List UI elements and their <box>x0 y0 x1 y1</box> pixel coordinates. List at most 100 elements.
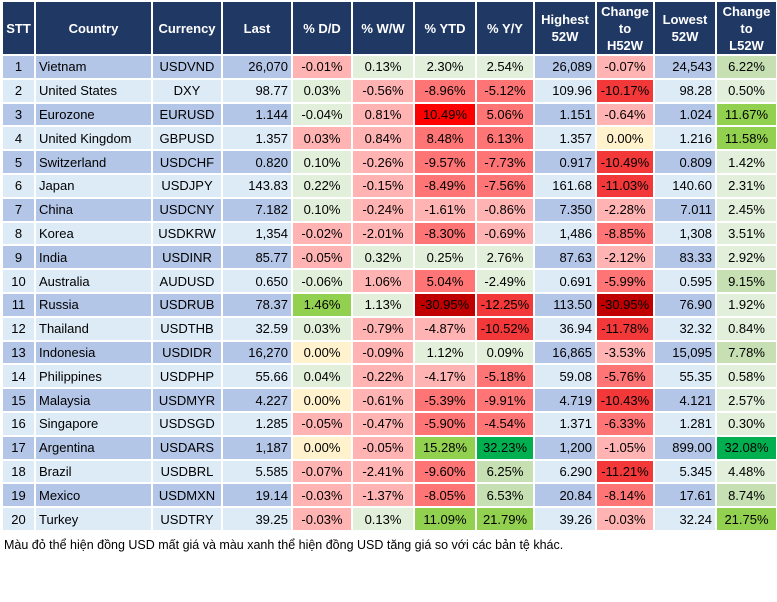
cell-yy: 6.13% <box>475 125 535 152</box>
header-stt: STT <box>1 0 36 56</box>
cell-yy: -7.56% <box>475 172 535 199</box>
cell-chl: 9.15% <box>715 268 777 294</box>
cell-chl: 21.75% <box>715 506 777 532</box>
cell-chl: 3.51% <box>715 220 777 247</box>
cell-stt: 2 <box>1 77 36 104</box>
cell-chl: 1.42% <box>715 149 777 175</box>
cell-high: 1.371 <box>533 410 597 437</box>
cell-currency: USDMYR <box>151 387 223 413</box>
cell-country: Vietnam <box>34 54 153 80</box>
cell-country: Eurozone <box>34 101 153 128</box>
cell-yy: -4.54% <box>475 410 535 437</box>
cell-low: 140.60 <box>653 172 717 199</box>
cell-chl: 0.50% <box>715 77 777 104</box>
cell-country: Argentina <box>34 434 153 461</box>
table-row: 4 United Kingdom GBPUSD 1.357 0.03% 0.84% 8.48… <box>1 125 777 152</box>
cell-dd: 0.10% <box>291 149 353 175</box>
cell-stt: 14 <box>1 363 36 390</box>
cell-ytd: 5.04% <box>413 268 477 294</box>
cell-currency: USDCHF <box>151 149 223 175</box>
cell-high: 1.151 <box>533 101 597 128</box>
cell-country: Thailand <box>34 315 153 342</box>
header-high: Highest 52W <box>533 0 597 56</box>
cell-ww: -2.41% <box>351 458 415 485</box>
cell-ytd: -8.96% <box>413 77 477 104</box>
cell-stt: 4 <box>1 125 36 152</box>
cell-high: 109.96 <box>533 77 597 104</box>
cell-country: Russia <box>34 291 153 318</box>
cell-low: 83.33 <box>653 244 717 271</box>
table-row: 10 Australia AUDUSD 0.650 -0.06% 1.06% 5.04% -2… <box>1 268 777 294</box>
cell-chh: -30.95% <box>595 291 655 318</box>
cell-country: United States <box>34 77 153 104</box>
table-row: 16 Singapore USDSGD 1.285 -0.05% -0.47% -5.90%… <box>1 410 777 437</box>
cell-dd: 0.04% <box>291 363 353 390</box>
cell-chh: -5.99% <box>595 268 655 294</box>
cell-currency: USDARS <box>151 434 223 461</box>
cell-country: Indonesia <box>34 339 153 366</box>
cell-ytd: -4.17% <box>413 363 477 390</box>
cell-ww: -0.47% <box>351 410 415 437</box>
cell-last: 98.77 <box>221 77 293 104</box>
cell-chl: 11.67% <box>715 101 777 128</box>
cell-yy: 2.76% <box>475 244 535 271</box>
cell-yy: -5.12% <box>475 77 535 104</box>
cell-currency: USDVND <box>151 54 223 80</box>
cell-country: Turkey <box>34 506 153 532</box>
cell-ww: -1.37% <box>351 482 415 509</box>
cell-dd: 0.22% <box>291 172 353 199</box>
cell-yy: 6.25% <box>475 458 535 485</box>
cell-dd: 0.03% <box>291 77 353 104</box>
cell-chl: 32.08% <box>715 434 777 461</box>
cell-ytd: -1.61% <box>413 196 477 223</box>
header-currency: Currency <box>151 0 223 56</box>
cell-high: 7.350 <box>533 196 597 223</box>
cell-currency: USDMXN <box>151 482 223 509</box>
table-row: 13 Indonesia USDIDR 16,270 0.00% -0.09% 1.12% 0… <box>1 339 777 366</box>
cell-yy: -9.91% <box>475 387 535 413</box>
table-row: 14 Philippines USDPHP 55.66 0.04% -0.22% -4.17… <box>1 363 777 390</box>
cell-country: Switzerland <box>34 149 153 175</box>
cell-low: 55.35 <box>653 363 717 390</box>
cell-last: 1.285 <box>221 410 293 437</box>
cell-yy: 0.09% <box>475 339 535 366</box>
cell-stt: 20 <box>1 506 36 532</box>
cell-country: Malaysia <box>34 387 153 413</box>
cell-low: 24,543 <box>653 54 717 80</box>
cell-last: 1.144 <box>221 101 293 128</box>
cell-ytd: 0.25% <box>413 244 477 271</box>
cell-yy: 6.53% <box>475 482 535 509</box>
cell-dd: 0.10% <box>291 196 353 223</box>
cell-country: United Kingdom <box>34 125 153 152</box>
cell-low: 32.32 <box>653 315 717 342</box>
cell-ytd: -9.57% <box>413 149 477 175</box>
cell-high: 39.26 <box>533 506 597 532</box>
cell-ww: -0.79% <box>351 315 415 342</box>
cell-low: 0.595 <box>653 268 717 294</box>
table-row: 15 Malaysia USDMYR 4.227 0.00% -0.61% -5.39% -9… <box>1 387 777 413</box>
cell-high: 87.63 <box>533 244 597 271</box>
cell-ytd: -8.05% <box>413 482 477 509</box>
cell-last: 0.650 <box>221 268 293 294</box>
footnote: Màu đỏ thể hiện đồng USD mất giá và màu … <box>4 537 564 552</box>
header-chl: Change to L52W <box>715 0 777 56</box>
cell-dd: 1.46% <box>291 291 353 318</box>
cell-last: 55.66 <box>221 363 293 390</box>
cell-ww: -0.26% <box>351 149 415 175</box>
cell-ww: 0.84% <box>351 125 415 152</box>
cell-high: 113.50 <box>533 291 597 318</box>
cell-chl: 0.30% <box>715 410 777 437</box>
table-row: 19 Mexico USDMXN 19.14 -0.03% -1.37% -8.05% 6.5… <box>1 482 777 509</box>
cell-currency: USDTHB <box>151 315 223 342</box>
cell-low: 1.281 <box>653 410 717 437</box>
cell-currency: USDSGD <box>151 410 223 437</box>
cell-last: 19.14 <box>221 482 293 509</box>
cell-ytd: 11.09% <box>413 506 477 532</box>
cell-country: Korea <box>34 220 153 247</box>
table-row: 1 Vietnam USDVND 26,070 -0.01% 0.13% 2.30% 2.54… <box>1 54 777 80</box>
cell-high: 161.68 <box>533 172 597 199</box>
header-country: Country <box>34 0 153 56</box>
cell-ww: 0.81% <box>351 101 415 128</box>
header-dd: % D/D <box>291 0 353 56</box>
cell-high: 0.917 <box>533 149 597 175</box>
